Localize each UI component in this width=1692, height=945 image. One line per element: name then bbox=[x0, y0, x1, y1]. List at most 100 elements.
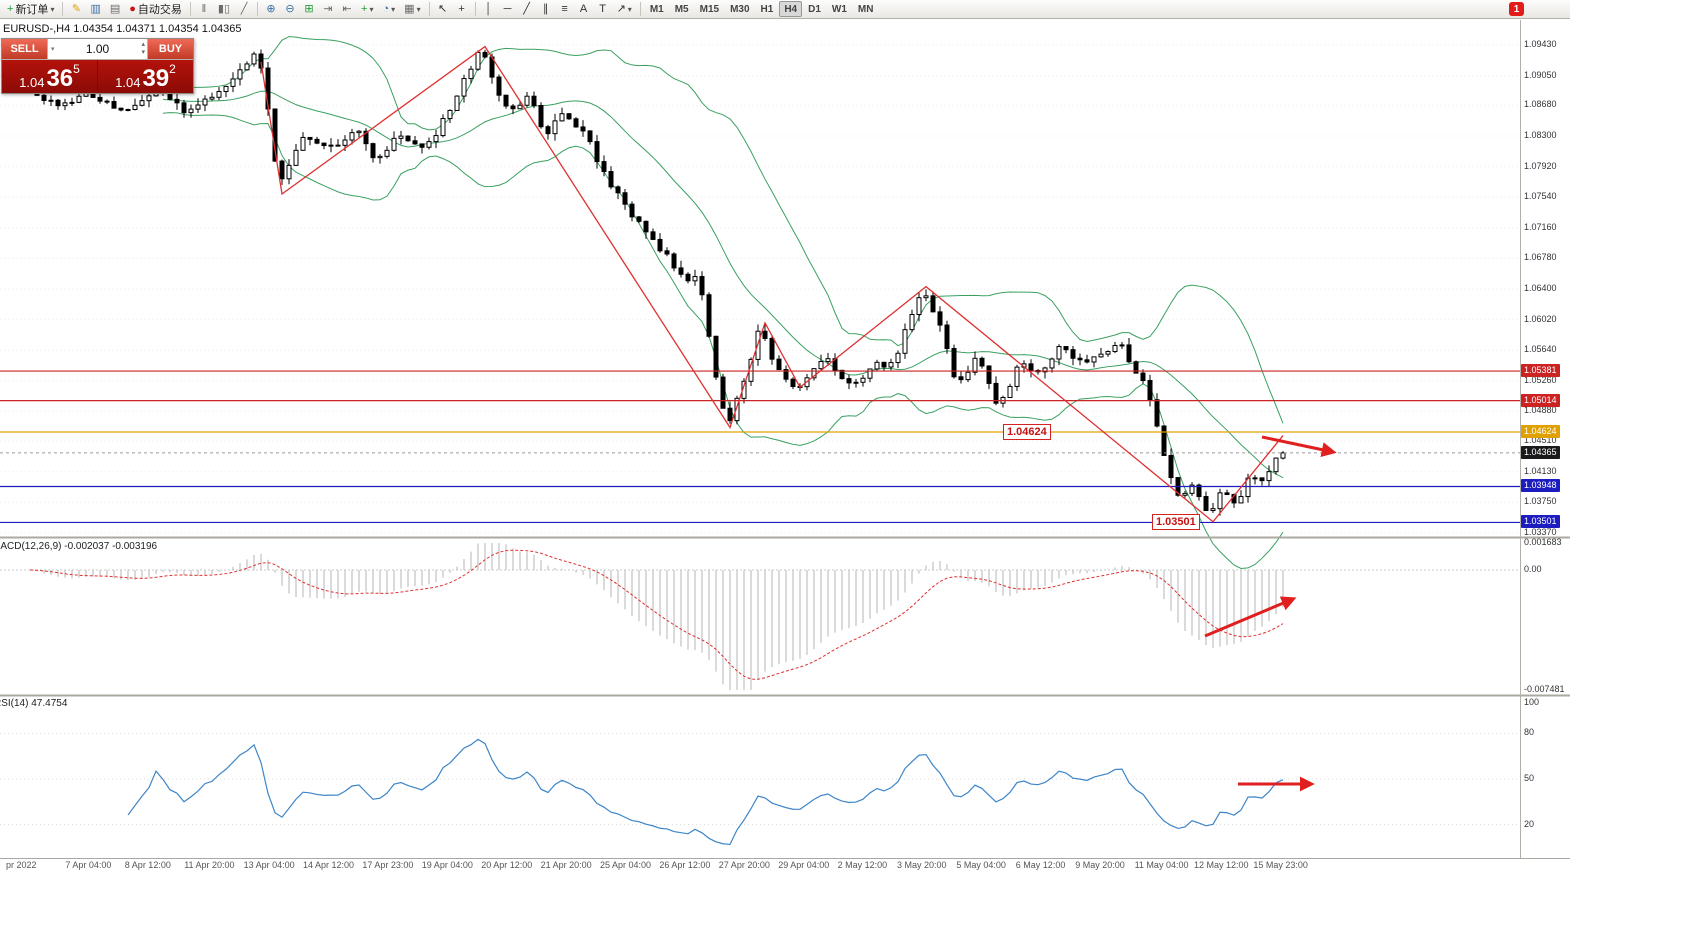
clock-icon: ◔ bbox=[382, 2, 390, 15]
lot-dropdown-icon[interactable]: ▾ bbox=[51, 46, 55, 53]
vertical-line-button[interactable]: │ bbox=[480, 1, 498, 17]
fibonacci-icon: ≡ bbox=[561, 2, 568, 15]
rsi-line bbox=[127, 738, 1284, 846]
crosshair-button[interactable]: + bbox=[453, 1, 471, 17]
profiles-icon: ▤ bbox=[109, 2, 121, 15]
arrows-button[interactable]: ↗ ▾ bbox=[613, 1, 636, 17]
autotrading-icon: ● bbox=[129, 2, 136, 15]
new-order-button[interactable]: + 新订单 ▾ bbox=[3, 1, 58, 17]
cursor-button[interactable]: ↖ bbox=[434, 1, 452, 17]
new-chart-button[interactable]: ▥ bbox=[86, 1, 104, 17]
timeframe-m5-button[interactable]: M5 bbox=[674, 3, 689, 15]
timeframe-w1-button[interactable]: W1 bbox=[831, 3, 847, 15]
toolbar-separator bbox=[474, 2, 476, 16]
lot-size-value: 1.00 bbox=[85, 42, 110, 56]
main-toolbar: + 新订单 ▾ ✎ ▥ ▤ ● 自动交易 ‖ ▮▯ ╱ ⊕ ⊖ ⊞ ⇥ ⇤ + ▾… bbox=[0, 0, 1570, 19]
macd-histogram bbox=[36, 543, 1284, 690]
timeframe-m1-button[interactable]: M1 bbox=[649, 3, 664, 15]
lot-size-input[interactable]: ▾ 1.00 ▴ ▾ bbox=[47, 39, 148, 59]
chart-shift-icon: ⇤ bbox=[342, 2, 352, 15]
text-label-button[interactable]: T bbox=[594, 1, 612, 17]
one-click-trading-widget: SELL ▾ 1.00 ▴ ▾ BUY 1.04 36 5 1.04 39 2 bbox=[1, 38, 194, 94]
autotrading-label: 自动交易 bbox=[137, 4, 182, 16]
sell-price-main: 36 bbox=[46, 65, 74, 93]
rsi-label: RSI(14) 47.4754 bbox=[0, 698, 68, 709]
timeframe-m15-button[interactable]: M15 bbox=[699, 3, 720, 15]
tile-windows-button[interactable]: ⊞ bbox=[300, 1, 318, 17]
auto-scroll-icon: ⇥ bbox=[323, 2, 333, 15]
trendline-icon: ╱ bbox=[523, 2, 530, 15]
line-chart-button[interactable]: ╱ bbox=[235, 1, 253, 17]
new-chart-icon: ▥ bbox=[90, 2, 101, 15]
periods-button[interactable]: ◔ ▾ bbox=[378, 1, 399, 17]
zoom-in-icon: ⊕ bbox=[266, 2, 276, 15]
channel-icon: ∥ bbox=[542, 2, 549, 15]
notification-badge[interactable]: 1 bbox=[1509, 2, 1524, 16]
bollinger-upper-band[interactable] bbox=[162, 36, 1284, 424]
chevron-down-icon: ▾ bbox=[50, 4, 55, 14]
trendline-zigzag[interactable] bbox=[260, 45, 1284, 523]
macd-signal-line bbox=[29, 549, 1284, 680]
price-callout[interactable]: 1.04624 bbox=[1003, 424, 1051, 440]
channel-button[interactable]: ∥ bbox=[537, 1, 555, 17]
timeframe-m30-button[interactable]: M30 bbox=[730, 3, 750, 15]
candlestick-chart-icon: ▮▯ bbox=[217, 2, 231, 15]
arrow-tool-icon: ↗ bbox=[616, 2, 626, 15]
timeframe-h1-button[interactable]: H1 bbox=[760, 3, 774, 15]
bollinger-lower-band[interactable] bbox=[162, 112, 1284, 570]
lot-spinner: ▴ ▾ bbox=[141, 41, 145, 57]
toolbar-separator bbox=[639, 2, 641, 16]
chevron-down-icon: ▾ bbox=[627, 4, 632, 14]
mt4-window: + 新订单 ▾ ✎ ▥ ▤ ● 自动交易 ‖ ▮▯ ╱ ⊕ ⊖ ⊞ ⇥ ⇤ + ▾… bbox=[0, 0, 1570, 945]
chevron-down-icon: ▾ bbox=[369, 4, 374, 14]
horizontal-line-button[interactable]: ─ bbox=[499, 1, 517, 17]
zoom-out-icon: ⊖ bbox=[285, 2, 295, 15]
buy-price-button[interactable]: 1.04 39 2 bbox=[98, 60, 193, 93]
chevron-down-icon: ▾ bbox=[416, 4, 421, 14]
text-button[interactable]: A bbox=[575, 1, 593, 17]
toolbar-separator bbox=[62, 2, 64, 16]
zoom-in-button[interactable]: ⊕ bbox=[262, 1, 280, 17]
sell-price-prefix: 1.04 bbox=[19, 74, 45, 90]
sell-button[interactable]: SELL bbox=[2, 39, 47, 59]
buy-button[interactable]: BUY bbox=[148, 39, 193, 59]
toolbar-separator bbox=[189, 2, 191, 16]
chevron-down-icon: ▾ bbox=[391, 4, 396, 14]
spinner-up-icon[interactable]: ▴ bbox=[141, 41, 145, 48]
text-icon: A bbox=[579, 2, 588, 15]
vertical-line-icon: │ bbox=[485, 2, 493, 15]
text-label-icon: T bbox=[599, 2, 606, 15]
indicators-icon: + bbox=[361, 2, 368, 15]
candlestick-chart-button[interactable]: ▮▯ bbox=[214, 1, 234, 17]
buy-price-sup: 2 bbox=[169, 62, 176, 76]
metaeditor-button[interactable]: ✎ bbox=[67, 1, 85, 17]
new-order-label: 新订单 bbox=[15, 4, 49, 16]
sell-price-button[interactable]: 1.04 36 5 bbox=[2, 60, 97, 93]
timeframe-d1-button[interactable]: D1 bbox=[808, 3, 821, 15]
spinner-down-icon[interactable]: ▾ bbox=[141, 49, 145, 56]
cursor-icon: ↖ bbox=[437, 2, 448, 15]
fibonacci-button[interactable]: ≡ bbox=[556, 1, 574, 17]
bar-chart-button[interactable]: ‖ bbox=[195, 1, 213, 17]
chart-canvas[interactable] bbox=[0, 0, 1570, 945]
bollinger-middle-band[interactable] bbox=[162, 90, 1284, 479]
candles bbox=[27, 49, 1286, 516]
arrow-annotation[interactable] bbox=[1261, 435, 1337, 458]
arrow-annotation[interactable] bbox=[1204, 596, 1297, 638]
zoom-out-button[interactable]: ⊖ bbox=[281, 1, 299, 17]
profiles-button[interactable]: ▤ bbox=[106, 1, 124, 17]
timeframe-h4-button[interactable]: H4 bbox=[779, 1, 803, 17]
chart-shift-button[interactable]: ⇤ bbox=[338, 1, 356, 17]
chart-area[interactable]: 1.09430 1.09050 1.08680 1.08300 1.07920 1.075… bbox=[0, 0, 1570, 945]
price-callout[interactable]: 1.03501 bbox=[1152, 514, 1200, 530]
line-chart-icon: ╱ bbox=[240, 2, 248, 15]
templates-icon: ▦ bbox=[404, 2, 415, 15]
bar-chart-icon: ‖ bbox=[201, 2, 207, 15]
indicators-button[interactable]: + ▾ bbox=[357, 1, 377, 17]
chart-title: EURUSD-,H4 1.04354 1.04371 1.04354 1.043… bbox=[3, 23, 242, 35]
templates-button[interactable]: ▦ ▾ bbox=[400, 1, 424, 17]
autotrading-button[interactable]: ● 自动交易 bbox=[125, 1, 186, 17]
auto-scroll-button[interactable]: ⇥ bbox=[319, 1, 337, 17]
timeframe-mn-button[interactable]: MN bbox=[857, 3, 874, 15]
trendline-button[interactable]: ╱ bbox=[518, 1, 536, 17]
